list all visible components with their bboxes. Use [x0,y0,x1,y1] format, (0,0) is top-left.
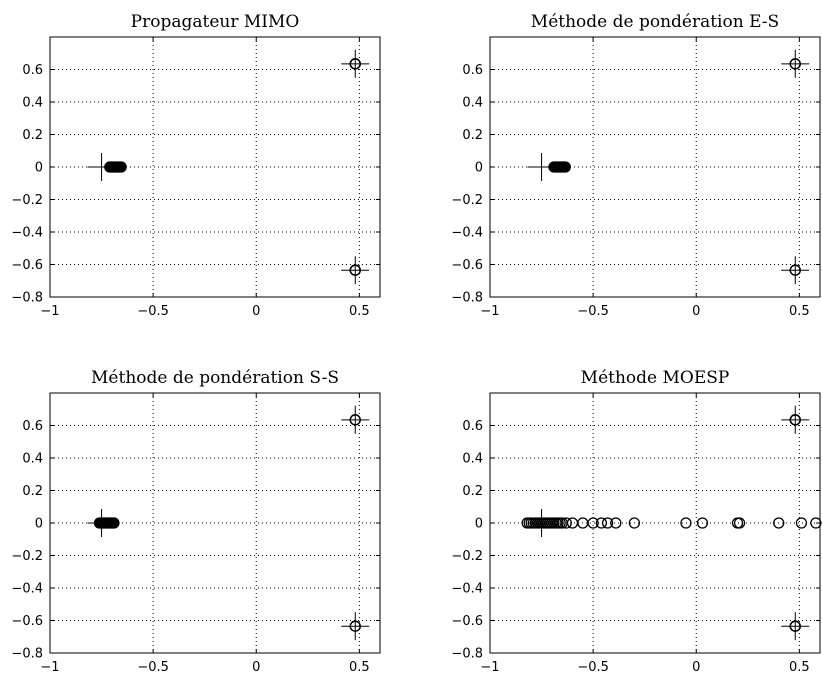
y-tick-label: 0.4 [462,452,483,467]
y-tick-label: 0.6 [462,419,483,434]
y-tick-label: −0.8 [451,291,483,306]
y-tick-label: 0.2 [22,128,43,143]
y-tick-label: 0 [35,161,43,176]
data-point-plus [87,153,116,181]
data-point-circle [595,517,608,529]
data-point-plus [341,49,370,78]
x-tick-label: −0.5 [137,660,169,675]
x-tick-label: 0.5 [349,660,370,675]
data-point-circle [560,517,572,529]
x-tick-label: 0.5 [789,304,810,319]
x-tick-label: −1 [40,660,59,675]
y-tick-label: 0.6 [22,63,43,78]
data-point-plus [527,509,556,537]
data-point-circle [680,517,692,529]
x-tick-label: 0 [252,304,260,319]
chart-title: Méthode MOESP [581,368,730,388]
y-tick-label: −0.6 [11,614,43,629]
x-tick-label: 0 [252,660,260,675]
x-tick-label: 0 [692,660,700,675]
y-tick-label: 0 [475,161,483,176]
data-point-circle [610,517,622,529]
y-tick-label: −0.8 [11,647,43,662]
y-tick-label: 0 [475,517,483,532]
y-tick-label: −0.2 [11,193,43,208]
data-point-plus [341,256,370,285]
data-point-plus [341,405,370,434]
data-point-plus [781,256,810,285]
y-tick-label: −0.2 [451,549,483,564]
x-tick-label: −0.5 [577,660,609,675]
y-tick-label: 0.6 [462,63,483,78]
data-point-circle [587,517,599,529]
data-point-circle [795,517,808,529]
subplot-2: Méthode de pondération E-S −1 −0.5 0 0.5 −0.8… [451,12,821,319]
x-tick-label: 0 [692,304,700,319]
data-point-circle [559,161,571,173]
y-tick-label: −0.4 [11,582,43,597]
subplot-1: Propagateur MIMO −1 −0.5 0 0.5 −0.8 −0.6 −0.4 −0… [11,12,381,319]
data-point-plus [87,509,116,537]
y-tick-label: 0.2 [22,484,43,499]
y-tick-label: −0.6 [11,258,43,273]
data-point-circle [773,517,785,529]
y-tick-label: −0.2 [11,549,43,564]
y-tick-label: 0.6 [22,419,43,434]
x-tick-label: −1 [480,304,499,319]
chart-title: Propagateur MIMO [131,12,300,32]
x-tick-label: −1 [40,304,59,319]
y-tick-label: −0.4 [451,582,483,597]
data-point-circle [810,517,822,529]
data-point-circle [696,517,709,529]
x-tick-label: 0.5 [789,660,810,675]
y-tick-label: 0.2 [462,484,483,499]
y-tick-label: −0.8 [11,291,43,306]
subplot-3: Méthode de pondération S-S −1 −0.5 0 0.5 −0.8… [11,368,381,675]
y-tick-label: −0.2 [451,193,483,208]
subplot-4: Méthode MOESP −1 −0.5 0 0.5 −0.8 −0.6 −0.4 −0.2 0… [451,368,822,675]
y-tick-label: 0 [35,517,43,532]
y-tick-label: 0.4 [22,96,43,111]
data-point-plus [781,612,810,641]
x-tick-label: −0.5 [137,304,169,319]
data-point-circle [566,517,579,529]
y-tick-label: −0.8 [451,647,483,662]
y-tick-label: −0.4 [11,226,43,241]
y-tick-label: 0.2 [462,128,483,143]
y-tick-label: −0.6 [451,614,483,629]
x-tick-label: 0.5 [349,304,370,319]
y-tick-label: 0.4 [22,452,43,467]
y-tick-label: 0.4 [462,96,483,111]
data-point-circle [628,517,641,529]
y-tick-label: −0.4 [451,226,483,241]
x-tick-label: −0.5 [577,304,609,319]
chart-title: Méthode de pondération S-S [91,368,339,388]
y-tick-label: −0.6 [451,258,483,273]
data-point-circle [115,161,127,173]
data-point-circle [733,517,746,529]
chart-title: Méthode de pondération E-S [531,12,779,32]
data-point-plus [781,405,810,434]
data-point-plus [341,612,370,641]
data-point-plus [527,153,556,181]
data-point-circle [601,517,614,529]
x-tick-label: −1 [480,660,499,675]
data-point-plus [781,49,810,78]
